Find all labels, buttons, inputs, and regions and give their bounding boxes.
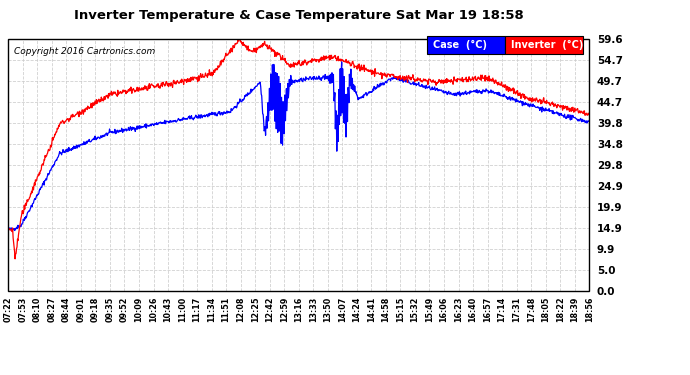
Text: Copyright 2016 Cartronics.com: Copyright 2016 Cartronics.com [14, 47, 155, 56]
Text: Inverter Temperature & Case Temperature Sat Mar 19 18:58: Inverter Temperature & Case Temperature … [74, 9, 524, 22]
Text: Case  (°C): Case (°C) [433, 40, 487, 50]
Text: Inverter  (°C): Inverter (°C) [511, 40, 584, 50]
